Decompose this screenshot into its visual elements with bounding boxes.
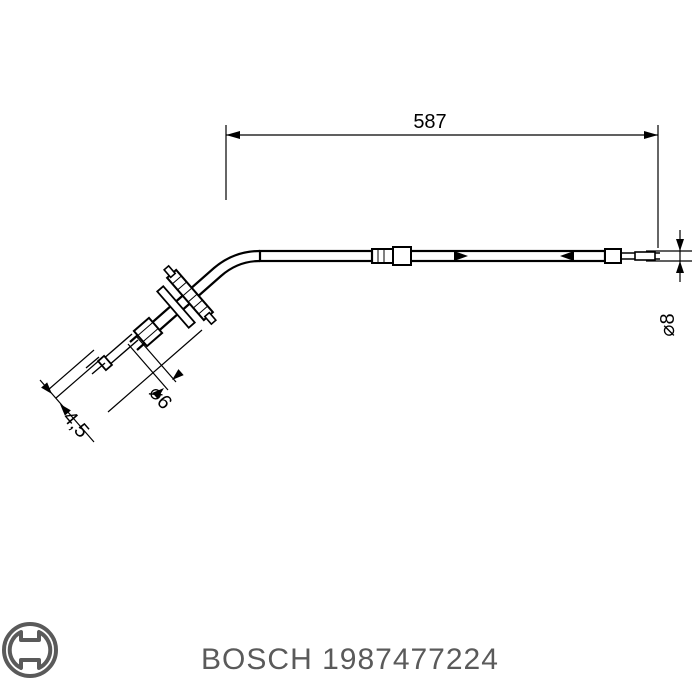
dimension-top-label: 587	[413, 111, 446, 133]
diagram-canvas: 587 ⌀8	[0, 0, 700, 700]
dimension-4-5: 4,5	[40, 350, 102, 442]
dimension-top: 587	[226, 111, 658, 248]
footer-text: BOSCH 1987477224	[80, 643, 620, 677]
bosch-logo-icon	[0, 620, 80, 700]
dimension-dia6-label: ⌀6	[144, 382, 176, 414]
dimension-diameter-8: ⌀8	[646, 230, 692, 337]
footer: BOSCH 1987477224	[0, 620, 700, 700]
part-number-label: 1987477224	[322, 643, 499, 676]
dimension-dia8-label: ⌀8	[657, 313, 679, 336]
cable-main-horizontal	[260, 247, 660, 265]
brand-label: BOSCH	[201, 643, 313, 676]
